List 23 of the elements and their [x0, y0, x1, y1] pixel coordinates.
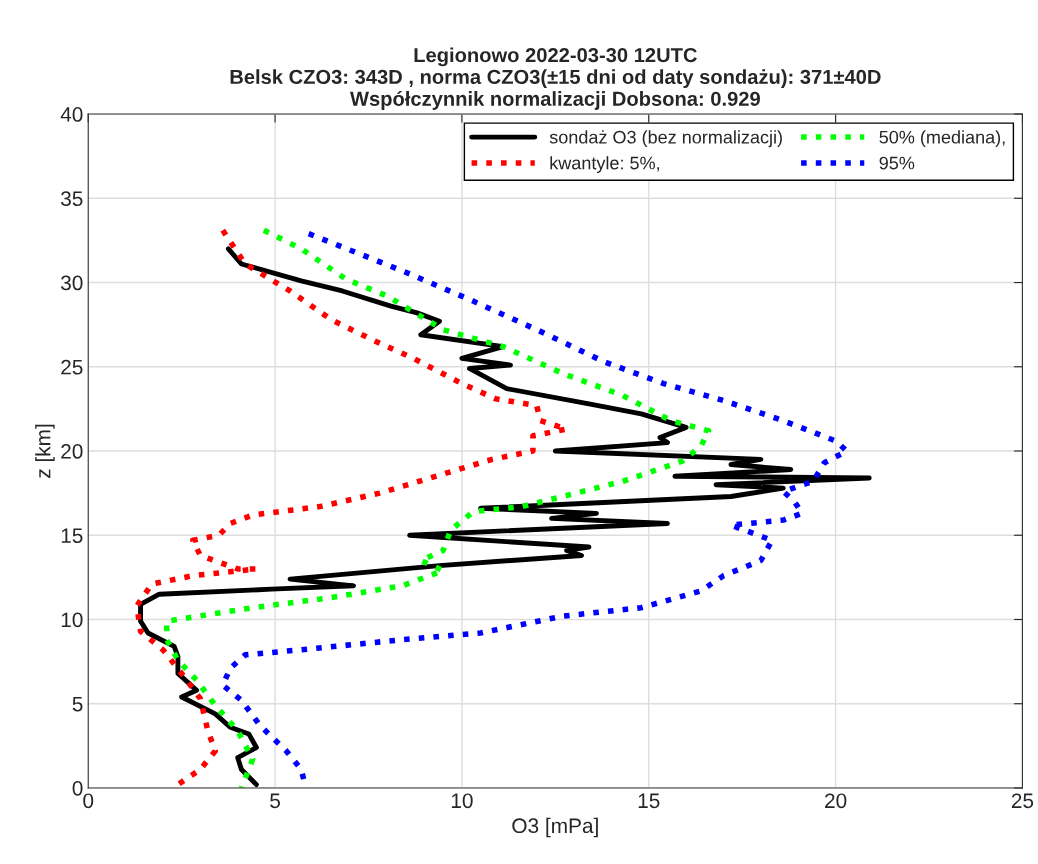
- x-axis-title: O3 [mPa]: [512, 817, 598, 838]
- y-tick-label: 20: [61, 444, 83, 459]
- y-tick-label: 40: [60, 107, 83, 122]
- x-tick-label: 20: [825, 793, 847, 809]
- chart-title: Legionowo 2022-03-30 12UTC Belsk CZO3: 343D , norma CZO3(±15 dni od daty sondażu): 371±40D Współczynnik normalizacji Dobsona: 0.929: [230, 47, 881, 110]
- x-tick-label: 15: [638, 793, 660, 809]
- x-tick-label: 0: [83, 793, 94, 809]
- legend-label: sondaż O3 (bez normalizacji): [549, 130, 782, 148]
- x-tick-label: 10: [451, 793, 473, 809]
- y-tick-label: 30: [60, 275, 83, 291]
- y-tick-label: 25: [61, 359, 83, 375]
- legend-label: 95%: [879, 156, 915, 170]
- x-tick-label: 5: [270, 793, 280, 809]
- y-tick-label: 0: [72, 780, 83, 796]
- y-tick-label: 15: [61, 528, 83, 543]
- legend-label: kwantyle: 5%,: [550, 156, 660, 173]
- y-axis-title: z [km]: [35, 424, 55, 478]
- y-tick-label: 10: [61, 612, 83, 628]
- y-tick-label: 35: [60, 191, 83, 207]
- y-tick-label: 5: [72, 696, 83, 712]
- line-series: [138, 246, 872, 788]
- x-tick-label: 25: [1011, 793, 1034, 809]
- legend-label: 50% (mediana),: [879, 130, 1005, 148]
